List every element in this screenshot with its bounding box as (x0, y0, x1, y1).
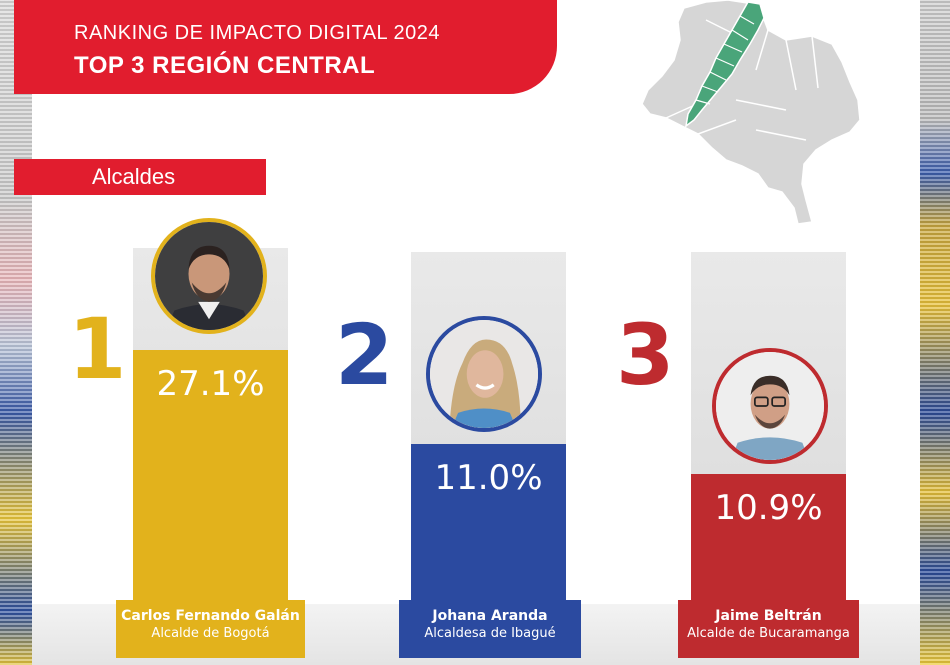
bar-second (411, 444, 566, 604)
category-label: Alcaldes (92, 164, 176, 189)
category-tag: Alcaldes (14, 159, 266, 195)
avatar (151, 218, 267, 334)
header-subtitle: TOP 3 REGIÓN CENTRAL (74, 52, 376, 79)
colombia-map-icon (641, 0, 861, 225)
candidate-name: Jaime Beltrán (715, 608, 822, 624)
person-photo-icon (430, 320, 538, 428)
bar-third (691, 474, 846, 604)
name-card-first: Carlos Fernando Galán Alcalde de Bogotá (116, 600, 305, 658)
avatar (426, 316, 542, 432)
header-banner: RANKING DE IMPACTO DIGITAL 2024 TOP 3 RE… (14, 0, 557, 94)
candidate-role: Alcaldesa de Ibagué (424, 626, 556, 641)
bar-first (133, 350, 288, 604)
rank-number-first: 1 (68, 300, 127, 398)
name-card-third: Jaime Beltrán Alcalde de Bucaramanga (678, 600, 859, 658)
value-label-third: 10.9% (714, 488, 823, 528)
person-photo-icon (155, 222, 263, 330)
value-label-first: 27.1% (156, 364, 265, 404)
left-flag-strip (0, 0, 32, 665)
candidate-name: Carlos Fernando Galán (121, 608, 300, 624)
value-label-second: 11.0% (434, 458, 543, 498)
candidate-role: Alcalde de Bucaramanga (687, 626, 850, 641)
right-flag-strip (920, 0, 950, 665)
header-title: RANKING DE IMPACTO DIGITAL 2024 (74, 22, 440, 44)
rank-number-third: 3 (616, 306, 675, 404)
candidate-name: Johana Aranda (432, 608, 548, 624)
candidate-role: Alcalde de Bogotá (151, 626, 270, 641)
rank-number-second: 2 (335, 306, 394, 404)
avatar (712, 348, 828, 464)
person-photo-icon (716, 352, 824, 460)
name-card-second: Johana Aranda Alcaldesa de Ibagué (399, 600, 581, 658)
